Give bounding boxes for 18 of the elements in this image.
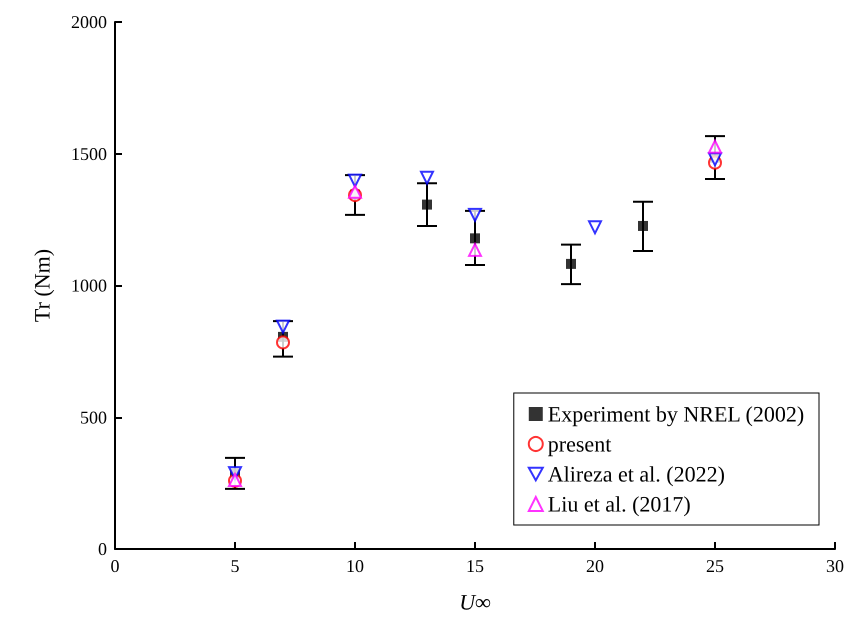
legend-label: Liu et al. (2017) bbox=[548, 492, 691, 516]
legend-label: present bbox=[548, 432, 612, 456]
x-tick-label: 15 bbox=[466, 556, 484, 576]
y-tick-label: 1000 bbox=[71, 276, 107, 296]
legend-label: Alireza et al. (2022) bbox=[548, 462, 725, 486]
y-tick-label: 1500 bbox=[71, 144, 107, 164]
y-tick-label: 500 bbox=[80, 407, 107, 428]
x-tick-label: 30 bbox=[826, 556, 844, 576]
x-tick-label: 0 bbox=[110, 556, 120, 576]
y-tick-label: 0 bbox=[98, 539, 107, 559]
x-tick-label: 5 bbox=[230, 556, 240, 576]
x-tick-label: 25 bbox=[706, 556, 724, 576]
y-axis-title: Tr (Nm) bbox=[30, 248, 54, 322]
y-tick-label: 2000 bbox=[71, 12, 107, 32]
x-tick-label: 10 bbox=[346, 556, 364, 576]
x-tick-label: 20 bbox=[586, 556, 604, 576]
legend-label: Experiment by NREL (2002) bbox=[548, 402, 804, 426]
x-axis-title: U∞ bbox=[459, 590, 492, 614]
